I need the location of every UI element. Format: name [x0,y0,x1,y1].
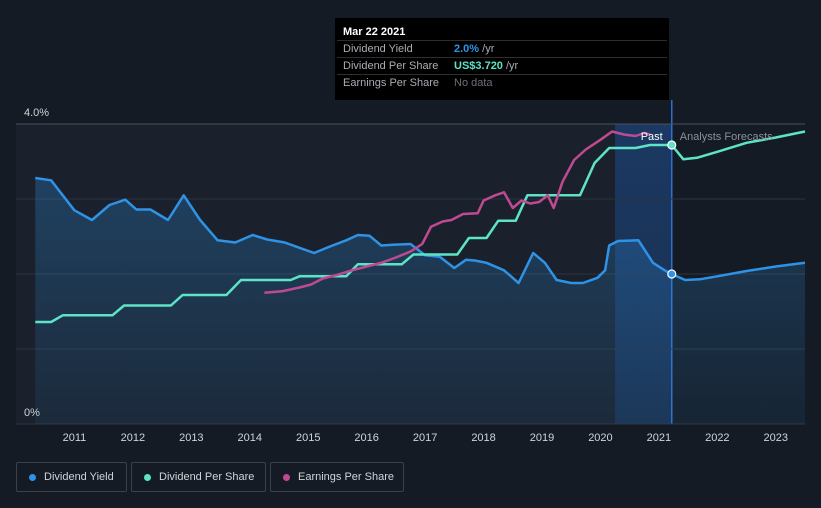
tooltip-row-dividend-yield: Dividend Yield 2.0% /yr [335,40,669,57]
legend-label: Earnings Per Share [298,471,394,483]
legend-dot-icon [29,474,36,481]
tooltip-row-earnings-per-share: Earnings Per Share No data [335,74,669,91]
x-tick-label: 2019 [530,432,554,444]
legend-item-earnings-per-share[interactable]: Earnings Per Share [270,462,404,492]
x-tick-label: 2018 [471,432,495,444]
tooltip-label: Dividend Yield [343,43,413,55]
data-tooltip: Mar 22 2021 Dividend Yield 2.0% /yr Divi… [335,18,669,100]
past-label: Past [641,131,663,143]
legend-dot-icon [283,474,290,481]
x-tick-label: 2022 [705,432,729,444]
tooltip-value: US$3.720 [454,60,503,72]
tooltip-label: Dividend Per Share [343,60,439,72]
tooltip-label: Earnings Per Share [343,77,439,89]
dividend-per-share-line [35,130,806,324]
tooltip-unit: /yr [479,43,495,55]
x-tick-label: 2015 [296,432,320,444]
earnings-per-share-line [264,130,651,295]
x-tick-label: 2023 [764,432,788,444]
x-tick-label: 2013 [179,432,203,444]
tooltip-date: Mar 22 2021 [343,26,406,38]
x-tick-label: 2017 [413,432,437,444]
dividend-yield-area [35,178,806,424]
tooltip-value: 2.0% [454,43,480,55]
legend-item-dividend-yield[interactable]: Dividend Yield [16,462,127,492]
x-tick-label: 2014 [238,432,262,444]
x-tick-label: 2011 [63,432,87,444]
legend-label: Dividend Yield [44,471,114,483]
dividend-yield-marker [667,269,677,279]
tooltip-value: No data [454,77,493,89]
x-tick-label: 2021 [647,432,671,444]
x-tick-label: 2020 [588,432,612,444]
legend-dot-icon [144,474,151,481]
tooltip-row-dividend-per-share: Dividend Per Share US$3.720 /yr [335,57,669,74]
tooltip-unit: /yr [502,60,519,72]
dividend-per-share-marker [667,140,677,150]
legend-label: Dividend Per Share [159,471,255,483]
forecast-label: Analysts Forecasts [680,131,773,143]
y-tick-label: 4.0% [24,107,49,119]
x-tick-label: 2016 [354,432,378,444]
legend-item-dividend-per-share[interactable]: Dividend Per Share [131,462,266,492]
x-tick-label: 2012 [121,432,145,444]
